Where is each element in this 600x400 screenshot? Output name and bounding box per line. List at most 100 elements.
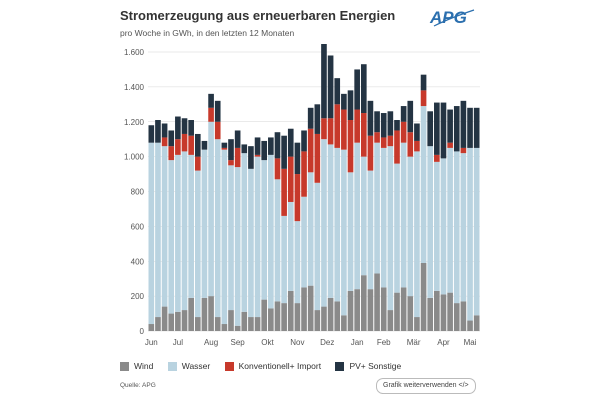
bar-segment-wasser (334, 147, 341, 302)
bar-segment-pv-sonstige (453, 106, 460, 152)
bar-segment-wind (360, 275, 367, 331)
bar-segment-pv-sonstige (148, 125, 155, 143)
bar-segment-wasser (161, 146, 168, 307)
legend-swatch-wind (120, 361, 129, 371)
bar-segment-pv-sonstige (354, 69, 360, 110)
apg-logo: APG (429, 8, 475, 27)
bar-segment-konventionell-import (274, 158, 281, 180)
bar-segment-wasser (155, 142, 161, 318)
bar-segment-wasser (254, 156, 261, 318)
chart-card: Stromerzeugung aus erneuerbaren Energien… (110, 0, 490, 400)
bar-segment-wind (168, 313, 175, 331)
bar-segment-pv-sonstige (427, 111, 434, 147)
bar-segment-konventionell-import (254, 154, 261, 157)
bar-segment-pv-sonstige (248, 146, 254, 169)
bar-segment-wind (414, 317, 420, 331)
bar-segment-pv-sonstige (287, 128, 294, 157)
bar-segment-pv-sonstige (367, 100, 374, 136)
bar-segment-konventionell-import (434, 154, 440, 162)
bar-segment-wasser (194, 170, 201, 318)
bar-segment-wind (367, 289, 374, 331)
bar-segment-wasser (440, 158, 447, 295)
bar-segment-wasser (380, 147, 387, 288)
bar-segment-wind (307, 285, 314, 331)
bar-segment-pv-sonstige (400, 106, 407, 122)
bar-segment-pv-sonstige (274, 132, 281, 159)
bar-segment-pv-sonstige (168, 130, 175, 147)
bar-segment-pv-sonstige (347, 90, 354, 120)
bar-segment-pv-sonstige (188, 120, 194, 136)
bar-segment-konventionell-import (194, 156, 201, 171)
bar-segment-wind (208, 296, 214, 332)
y-tick-label: 1.000 (124, 153, 145, 162)
bar-segment-wind (268, 308, 274, 331)
bar-segment-konventionell-import (208, 107, 214, 122)
bar-segment-wind (274, 301, 281, 331)
bar-segment-wasser (228, 165, 234, 311)
bar-segment-pv-sonstige (301, 130, 307, 152)
bar-segment-wind (420, 262, 427, 331)
bar-segment-konventionell-import (188, 135, 194, 155)
bar-segment-wasser (248, 168, 254, 318)
bar-segment-wind (188, 297, 194, 331)
bar-segment-pv-sonstige (473, 107, 480, 148)
bar-segment-wind (394, 292, 400, 331)
bar-segment-wasser (467, 147, 473, 321)
x-tick-label: Mai (464, 338, 477, 347)
legend: Wind Wasser Konventionell+ Import PV+ So… (120, 361, 413, 373)
bar-segment-konventionell-import (354, 109, 360, 143)
bar-segment-pv-sonstige (194, 133, 201, 157)
bar-segment-wasser (447, 147, 453, 293)
bar-segment-wind (301, 287, 307, 331)
bar-segment-wind (281, 303, 287, 331)
bar-segment-wind (254, 317, 261, 331)
bar-segment-pv-sonstige (155, 120, 161, 143)
bar-segment-wind (234, 325, 241, 331)
bar-segment-pv-sonstige (420, 74, 427, 91)
reuse-graphic-button[interactable]: Grafik weiterverwenden </> (376, 378, 476, 394)
legend-swatch-wasser (167, 361, 177, 371)
legend-label-pv-sonstige: PV+ Sonstige (349, 361, 402, 371)
chart-title: Stromerzeugung aus erneuerbaren Energien (120, 8, 396, 23)
bar-segment-pv-sonstige (394, 120, 400, 131)
bar-segment-wasser (427, 146, 434, 298)
bar-segment-wind (467, 320, 473, 331)
bar-segment-pv-sonstige (374, 111, 380, 133)
legend-swatch-pv-sonstige (335, 361, 345, 371)
bar-segment-konventionell-import (294, 174, 301, 222)
bar-segment-wasser (360, 156, 367, 276)
bar-segment-wasser (387, 146, 394, 311)
legend-swatch-konventionell-import (224, 361, 234, 371)
bar-segment-pv-sonstige (467, 107, 473, 148)
legend-item-wasser: Wasser (167, 361, 210, 371)
bar-segment-wasser (241, 153, 248, 312)
x-tick-label: Jan (351, 338, 364, 347)
y-tick-label: 400 (131, 257, 145, 266)
bar-segment-wasser (234, 167, 241, 326)
bar-segment-konventionell-import (360, 113, 367, 157)
y-tick-label: 0 (140, 327, 145, 336)
bar-segment-wind (460, 301, 467, 331)
bar-segment-wasser (261, 160, 268, 300)
axes: 0 200 400 600 800 1.000 1.200 1.400 1.600 Jun Jul A… (124, 48, 477, 347)
bar-segment-pv-sonstige (294, 142, 301, 175)
bar-segment-wind (434, 290, 440, 331)
bar-segment-wasser (181, 151, 188, 311)
bar-segment-wind (194, 317, 201, 331)
bar-segment-pv-sonstige (234, 130, 241, 148)
bar-segment-konventionell-import (414, 140, 420, 152)
bar-segment-wasser (327, 144, 334, 298)
bar-segment-pv-sonstige (447, 109, 453, 143)
bar-segment-wind (347, 290, 354, 331)
bar-segment-wind (327, 297, 334, 331)
legend-item-konventionell-import: Konventionell+ Import (224, 361, 321, 371)
bars (148, 44, 480, 332)
chart-subtitle: pro Woche in GWh, in den letzten 12 Mona… (120, 28, 295, 38)
bar-segment-pv-sonstige (254, 137, 261, 155)
bar-segment-wind (427, 297, 434, 331)
bar-segment-pv-sonstige (334, 78, 341, 105)
bar-segment-wasser (281, 215, 287, 304)
bar-segment-pv-sonstige (407, 100, 414, 133)
bar-segment-konventionell-import (181, 133, 188, 152)
bar-segment-konventionell-import (175, 139, 181, 155)
